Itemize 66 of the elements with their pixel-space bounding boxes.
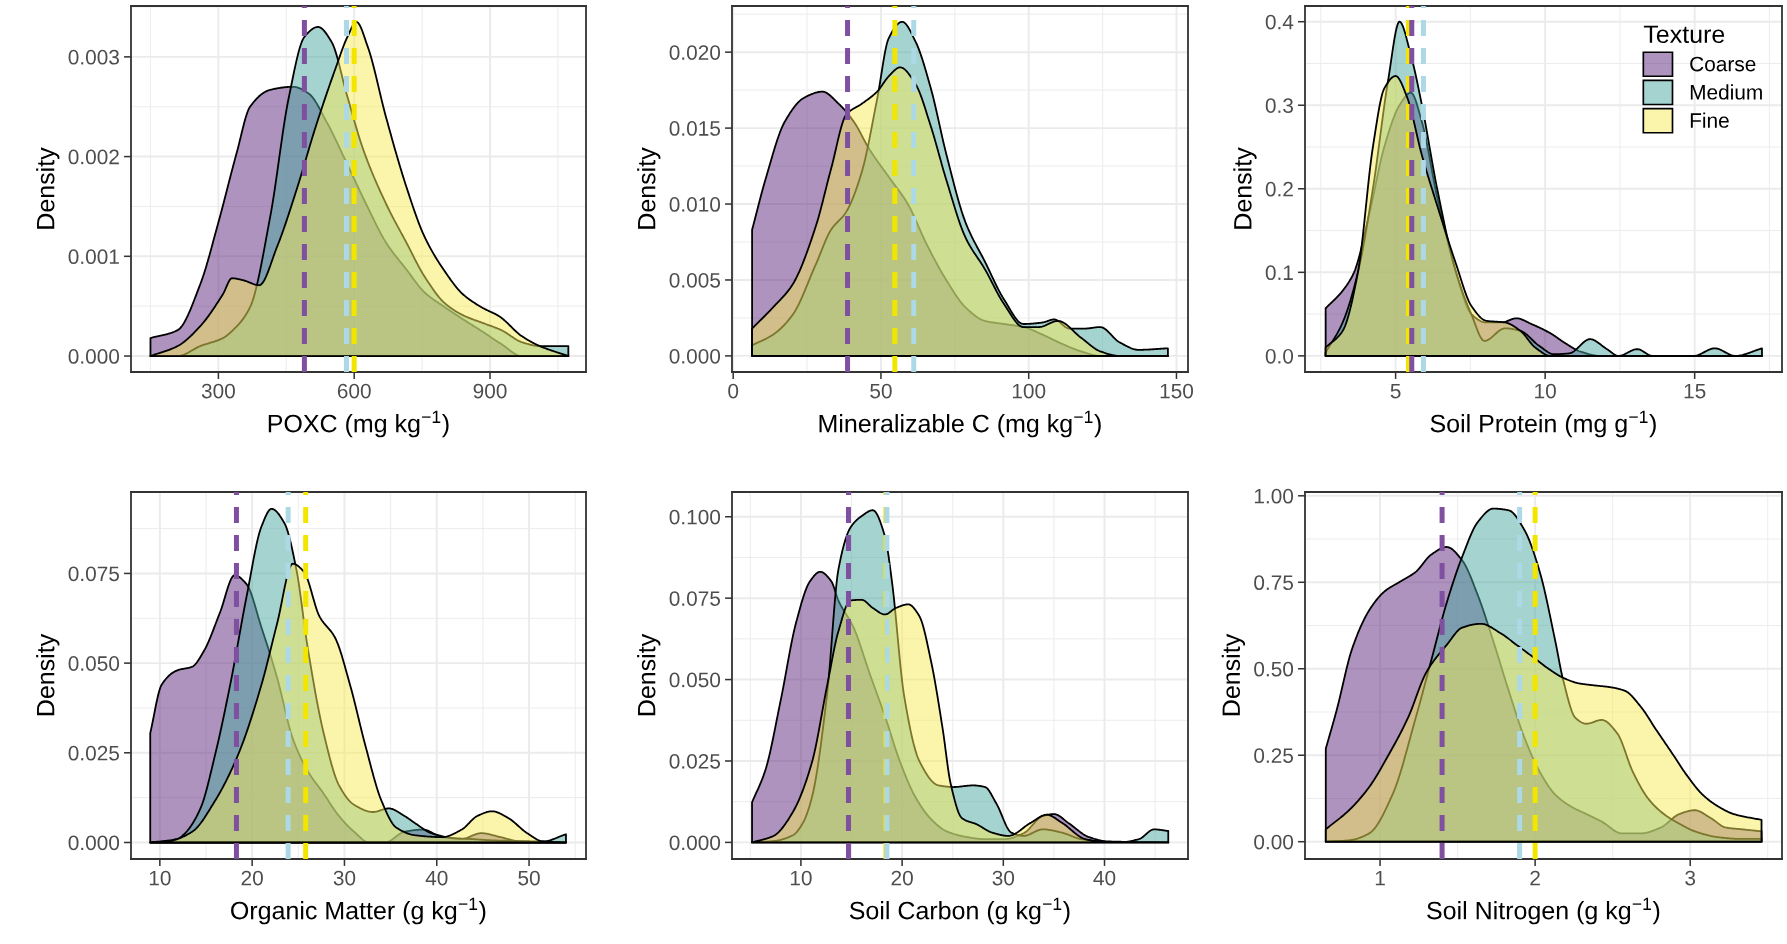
y-tick-label: 0.000: [68, 835, 120, 851]
x-tick-label: 3: [1685, 870, 1696, 886]
legend-label: Medium: [1690, 84, 1762, 100]
x-tick-label: 100: [1012, 383, 1046, 399]
x-tick-label: 40: [425, 870, 448, 886]
y-tick-label: 0.1: [1265, 265, 1293, 281]
x-tick-label: 5: [1390, 383, 1401, 399]
y-tick-label: 0.0: [1265, 348, 1294, 364]
y-tick-label: 0.000: [669, 835, 721, 851]
x-tick-label: 50: [870, 383, 892, 399]
x-tick-label: 30: [333, 870, 356, 886]
x-tick-label: 30: [992, 870, 1015, 886]
y-tick-label: 0.50: [1254, 661, 1294, 677]
x-axis-title: POXC (mg kg$^{−1}$): [268, 410, 449, 438]
y-tick-label: 0.4: [1265, 14, 1294, 30]
x-tick-label: 20: [241, 870, 263, 886]
y-tick-label: 1.00: [1254, 488, 1294, 504]
y-tick-label: 0.010: [669, 197, 721, 212]
y-tick-label: 0.001: [68, 249, 119, 265]
x-axis-title: Soil Carbon (g kg$^{−1}$): [849, 897, 1070, 925]
y-tick-label: 0.005: [669, 272, 721, 288]
legend-title: Texture: [1643, 25, 1725, 44]
y-tick-label: 0.002: [68, 149, 119, 165]
x-tick-label: 300: [201, 383, 235, 399]
x-tick-label: 10: [1535, 383, 1556, 399]
y-tick-label: 0.050: [68, 656, 120, 671]
legend-label: Coarse: [1690, 56, 1756, 72]
y-tick-label: 0.015: [669, 121, 721, 136]
x-axis-title: Organic Matter (g kg$^{−1}$): [231, 897, 486, 925]
x-tick-label: 10: [149, 870, 171, 886]
y-tick-label: 0.050: [669, 672, 721, 688]
y-tick-label: 0.25: [1254, 748, 1294, 763]
y-axis-title: Density: [36, 633, 60, 716]
legend-label: Fine: [1690, 112, 1729, 128]
y-axis-title: Density: [36, 147, 60, 229]
y-tick-label: 0.075: [68, 566, 120, 582]
x-tick-label: 10: [790, 870, 812, 886]
y-axis-title: Density: [637, 633, 661, 716]
x-tick-label: 15: [1684, 383, 1706, 399]
y-tick-label: 0.020: [669, 45, 721, 60]
x-tick-label: 900: [473, 383, 507, 399]
y-tick-label: 0.00: [1254, 834, 1294, 850]
x-tick-label: 1: [1375, 870, 1385, 886]
y-axis-title: Density: [637, 147, 661, 229]
x-tick-label: 150: [1160, 383, 1194, 399]
y-tick-label: 0.75: [1254, 575, 1294, 591]
y-axis-title: Density: [1233, 147, 1257, 229]
x-tick-label: 20: [891, 870, 913, 886]
y-tick-label: 0.025: [68, 745, 120, 761]
y-axis-title: Density: [1221, 633, 1246, 716]
y-tick-label: 0.000: [669, 348, 721, 364]
y-tick-label: 0.100: [669, 509, 721, 525]
y-tick-label: 0.025: [669, 753, 721, 769]
x-tick-label: 0: [728, 383, 739, 399]
x-tick-label: 50: [518, 870, 540, 886]
x-axis-title: Mineralizable C (mg kg$^{−1}$): [819, 410, 1101, 438]
x-tick-label: 2: [1530, 870, 1540, 886]
y-tick-label: 0.003: [68, 49, 119, 65]
y-tick-label: 0.3: [1265, 98, 1293, 113]
x-tick-label: 600: [337, 383, 371, 399]
x-tick-label: 40: [1093, 870, 1116, 886]
x-axis-title: Soil Protein (mg g$^{−1}$): [1430, 410, 1656, 438]
y-tick-label: 0.2: [1265, 181, 1293, 197]
x-axis-title: Soil Nitrogen (g kg$^{−1}$): [1427, 897, 1660, 925]
y-tick-label: 0.000: [68, 349, 120, 364]
y-tick-label: 0.075: [669, 591, 721, 606]
